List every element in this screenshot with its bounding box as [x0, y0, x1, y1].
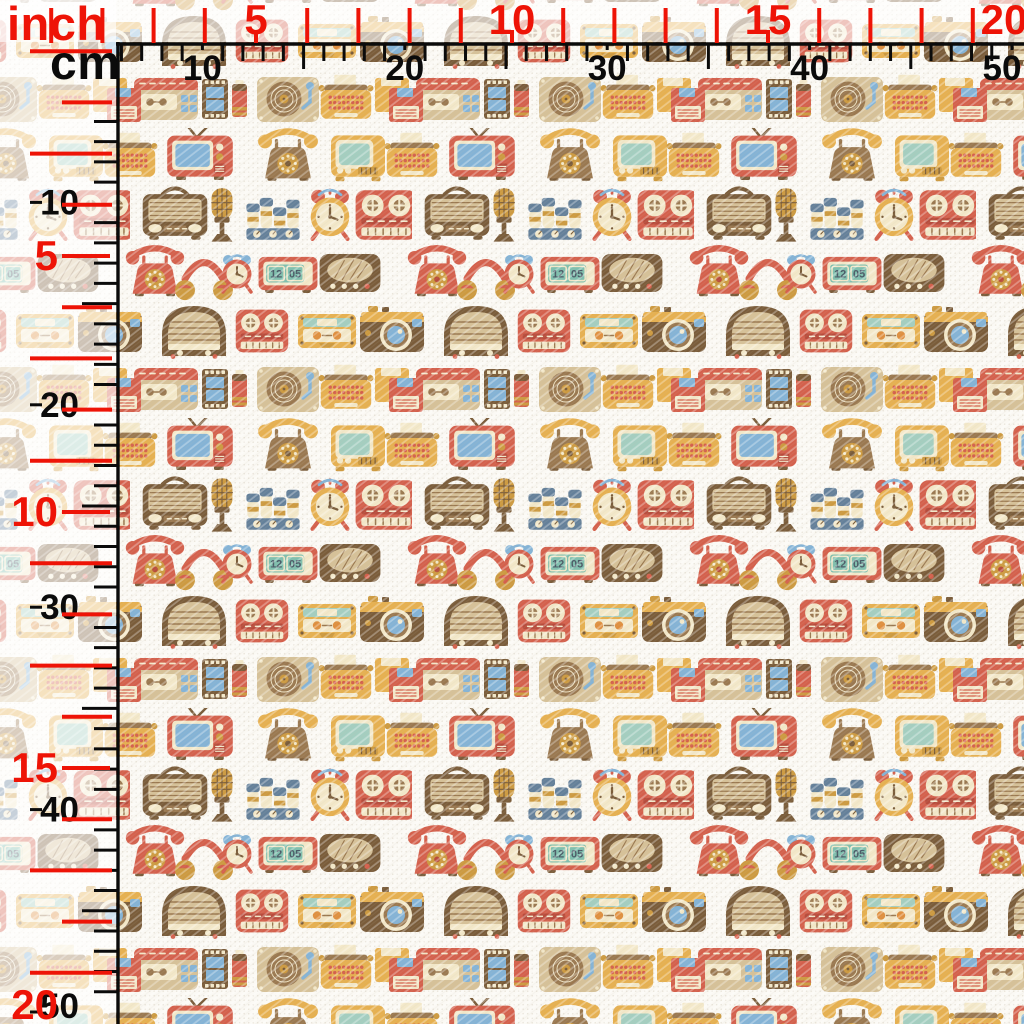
cm-number: 50	[40, 987, 79, 1024]
cm-ruler-label: cm	[50, 37, 121, 90]
inch-number: 15	[11, 744, 58, 791]
cm-number: 20	[385, 49, 424, 88]
inch-number: 20	[981, 0, 1024, 43]
cm-number: 20	[40, 386, 79, 425]
inch-number: 5	[244, 0, 267, 43]
inch-number: 5	[35, 232, 58, 279]
inch-ruler-label: inch	[7, 0, 106, 50]
cm-ruler-top: 10 20 30 40 50	[116, 42, 1024, 88]
cm-number: 30	[588, 49, 627, 88]
cm-number: 30	[40, 588, 79, 627]
inch-number: 20	[11, 981, 58, 1024]
inch-ruler-top: 5 10 15 20	[49, 0, 1024, 43]
cm-number: 40	[40, 791, 79, 830]
inch-number: 10	[11, 488, 58, 535]
cm-number: 10	[183, 49, 222, 88]
cm-number: 40	[790, 49, 829, 88]
cm-number: 50	[983, 49, 1022, 88]
inch-ruler-left: 5 10 15 20	[11, 49, 112, 1024]
